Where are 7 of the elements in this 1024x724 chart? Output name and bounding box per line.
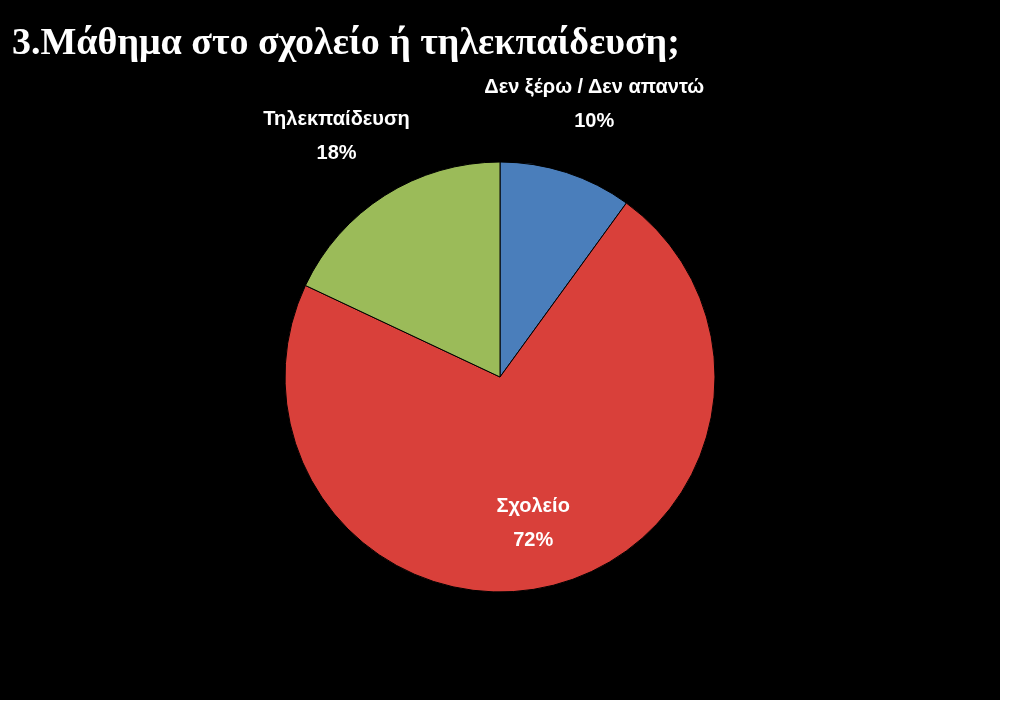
data-label: 10% xyxy=(574,108,615,131)
slice-label: Δεν ξέρω / Δεν απαντώ xyxy=(484,74,705,97)
slice-label: Σχολείο xyxy=(496,494,570,517)
data-label: 18% xyxy=(316,141,357,164)
slice-label: Τηλεκπαίδευση xyxy=(263,107,410,130)
chart-title: 3.Μάθημα στο σχολείο ή τηλεκπαίδευση; xyxy=(12,20,680,62)
data-label: 72% xyxy=(513,528,554,551)
